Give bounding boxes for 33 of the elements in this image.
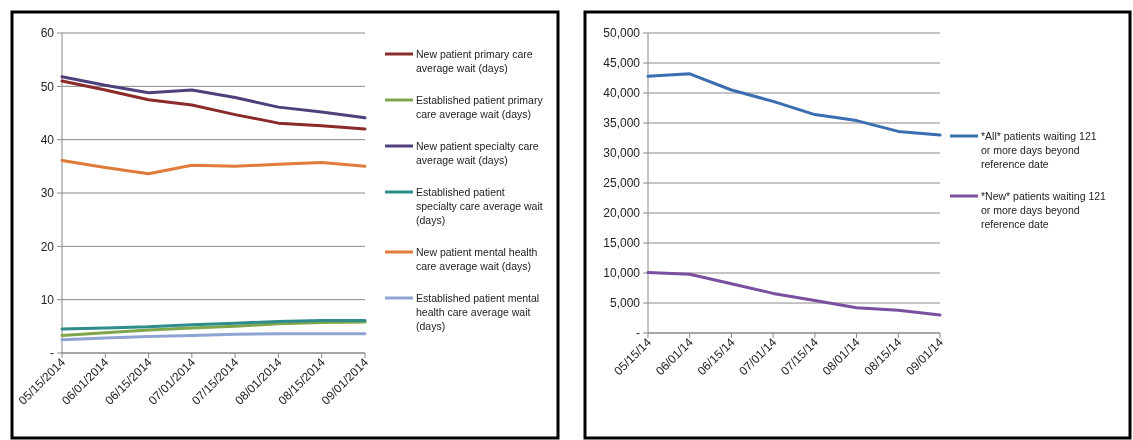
- line-series: [60, 320, 367, 337]
- legend-label: Established patient primary care average wait (days): [416, 94, 544, 120]
- line-series: [646, 270, 942, 317]
- y-tick-label: 25,000: [603, 176, 641, 191]
- line-series: [60, 318, 367, 331]
- line-series: [60, 158, 367, 176]
- legend-label: *All* patients waiting 121 or more days beyond reference date: [981, 130, 1097, 170]
- line-series: [60, 79, 367, 131]
- y-tick-label: 20: [40, 239, 55, 254]
- legend-label: New patient specialty care average wait (days): [416, 140, 539, 166]
- y-tick-label: 20,000: [603, 206, 641, 221]
- y-tick-label: 60: [40, 26, 55, 41]
- y-tick-label: 45,000: [603, 56, 641, 71]
- y-tick-label: 40,000: [603, 86, 641, 101]
- y-tick-label: 50: [40, 79, 55, 94]
- y-tick-label: 10: [40, 292, 55, 307]
- y-tick-label: 35,000: [603, 116, 641, 131]
- y-tick-label: 15,000: [603, 236, 641, 251]
- legend-label: *New* patients waiting 121 or more days beyond reference date: [981, 190, 1107, 230]
- y-tick-label: -: [50, 346, 54, 361]
- line-series: [646, 72, 942, 137]
- legend-label: New patient primary care average wait (days): [416, 48, 533, 74]
- legend-label: New patient mental health care average wait (days): [416, 246, 538, 272]
- y-tick-label: 10,000: [603, 266, 641, 281]
- y-tick-label: 40: [40, 132, 55, 147]
- y-tick-label: 30,000: [603, 146, 641, 161]
- y-tick-label: -: [636, 326, 640, 341]
- legend-label: Established patient specialty care average wait (days): [416, 186, 543, 226]
- y-tick-label: 50,000: [603, 26, 641, 41]
- y-tick-label: 30: [40, 186, 55, 201]
- y-tick-label: 5,000: [609, 296, 641, 311]
- line-series: [60, 75, 367, 120]
- legend-label: Established patient mental health care average wait (days): [416, 292, 540, 332]
